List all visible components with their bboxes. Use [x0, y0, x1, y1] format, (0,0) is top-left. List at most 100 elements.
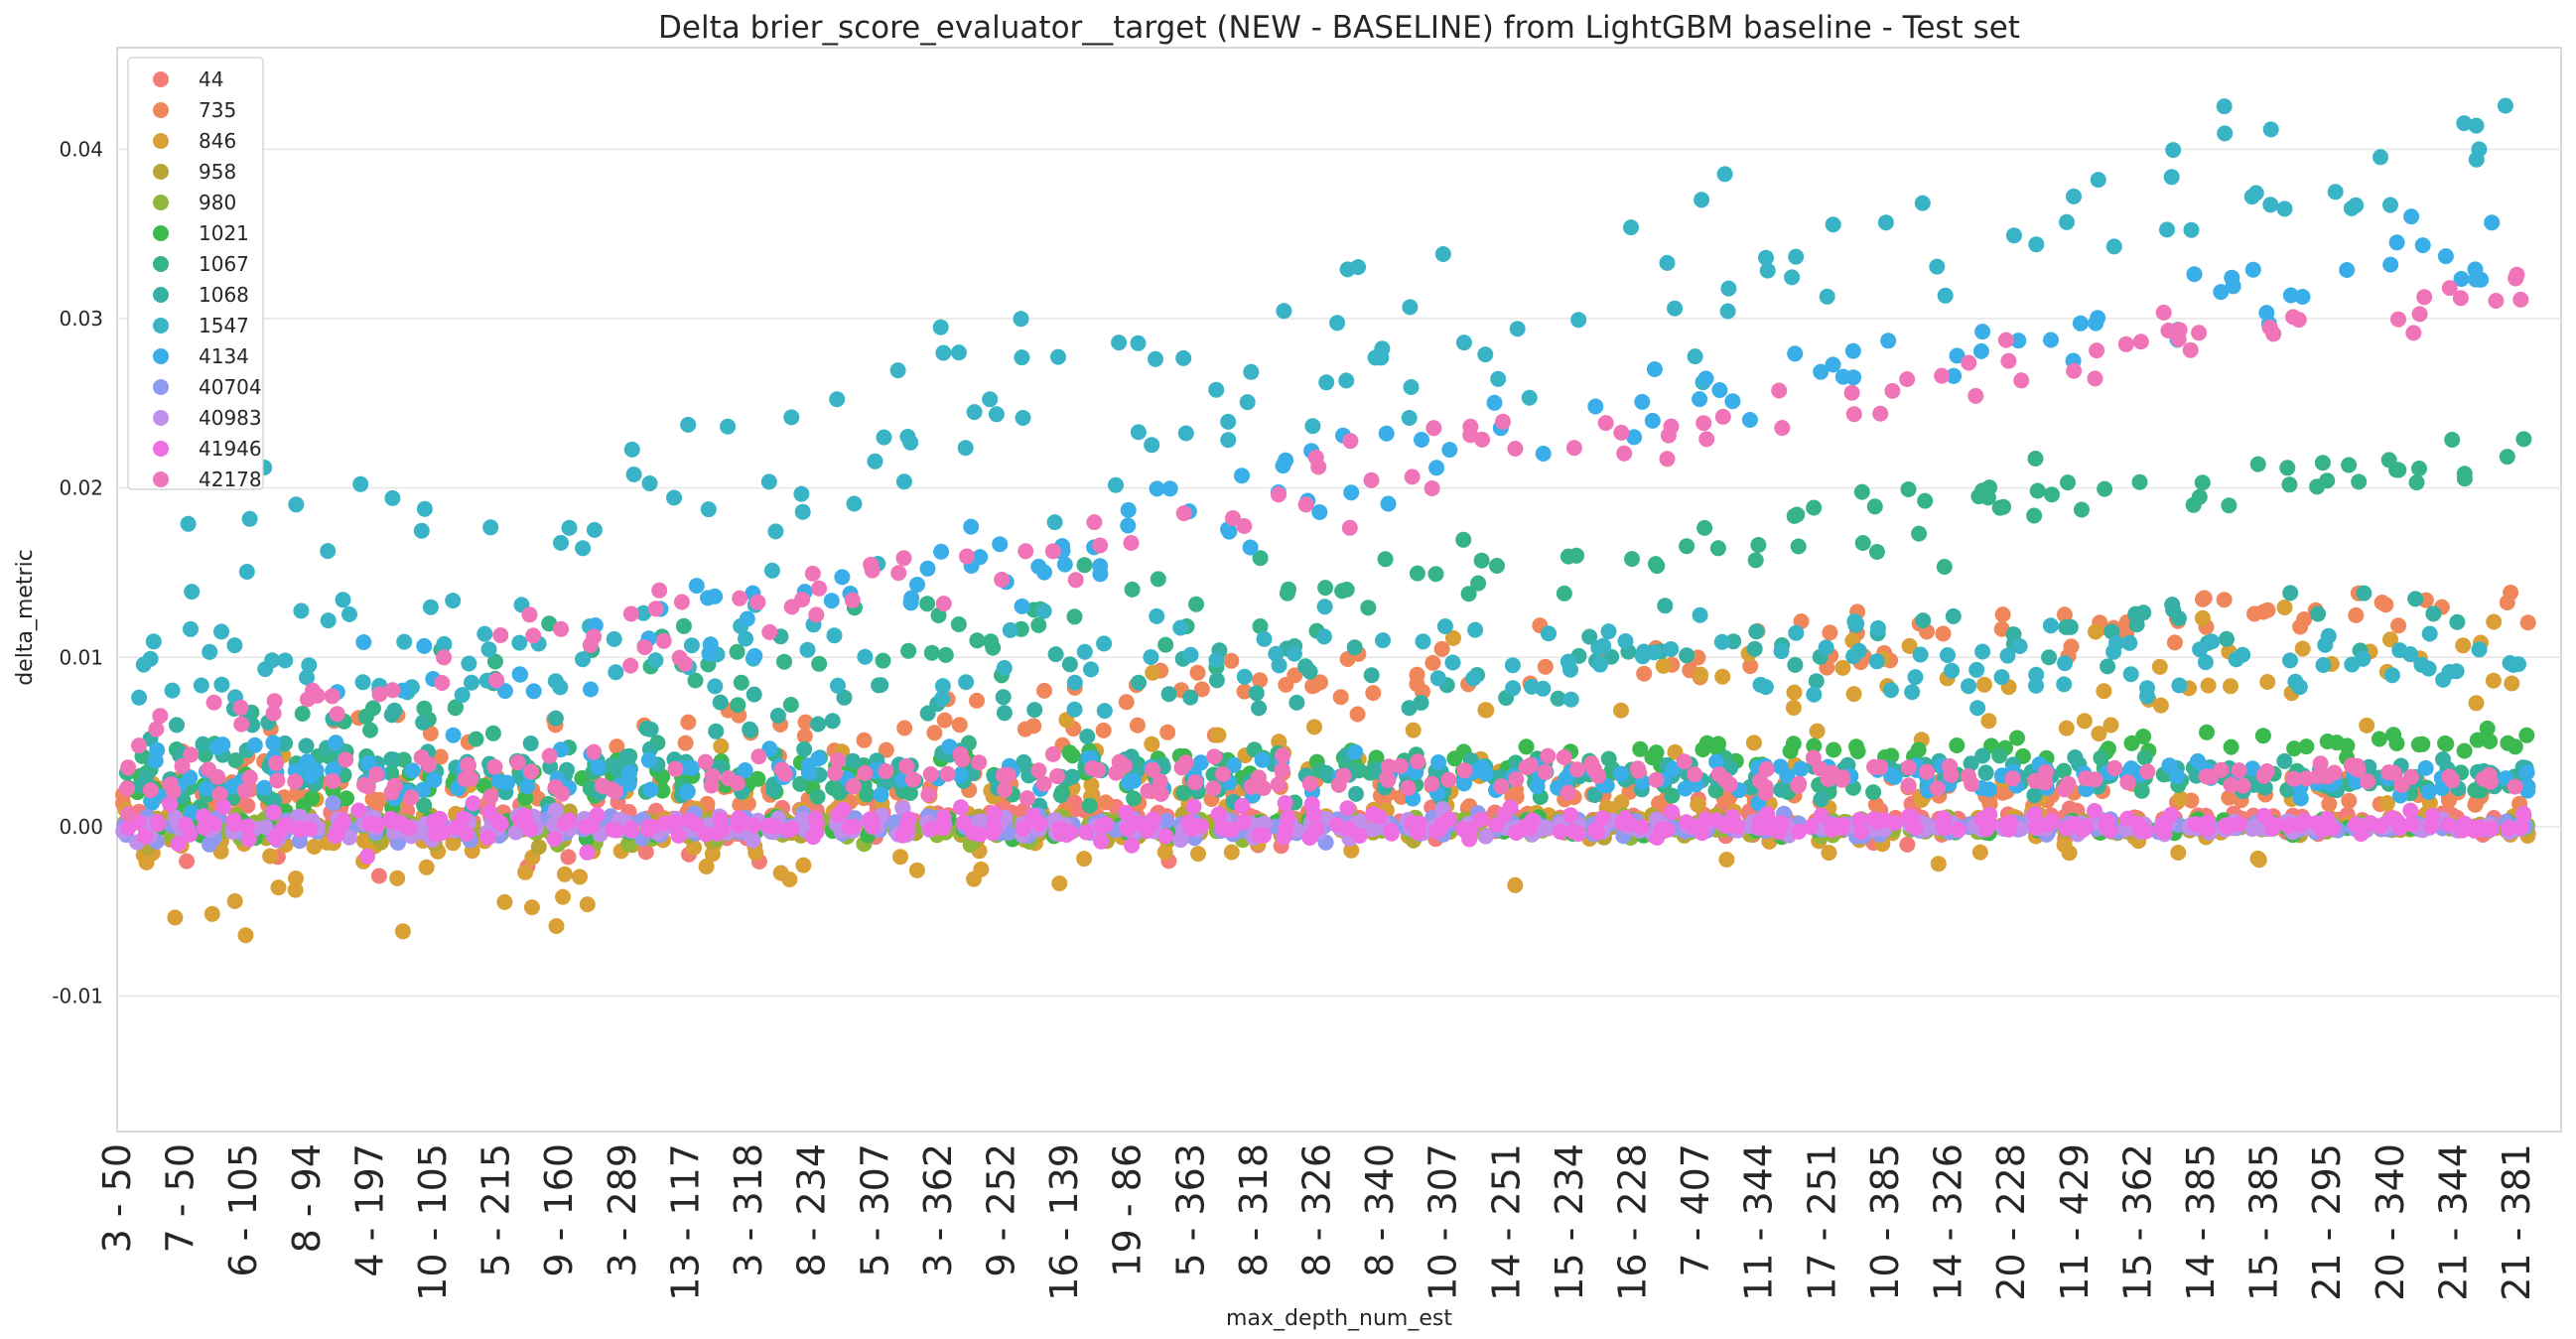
legend-label: 41946: [199, 437, 262, 461]
series-42178: [119, 266, 2529, 822]
data-point: [738, 630, 753, 647]
data-point: [1976, 676, 1992, 693]
data-point: [525, 627, 542, 644]
data-point: [1912, 646, 1929, 663]
data-point: [1304, 418, 1321, 435]
data-point: [2096, 683, 2112, 700]
data-point: [1429, 670, 1446, 687]
data-point: [2011, 638, 2028, 654]
y-tick-label: 0.00: [59, 815, 103, 839]
data-point: [547, 710, 564, 727]
data-point: [1630, 762, 1647, 779]
data-point: [1445, 629, 1461, 646]
data-point: [666, 489, 682, 506]
data-point: [1093, 818, 1110, 835]
data-point: [1130, 424, 1147, 441]
data-point: [1853, 483, 1870, 500]
data-point: [2503, 585, 2519, 601]
data-point: [1304, 678, 1321, 695]
data-point: [556, 866, 573, 882]
data-point: [1014, 349, 1030, 366]
data-point: [823, 593, 840, 609]
data-point: [2213, 761, 2230, 778]
data-point: [2136, 749, 2153, 766]
data-point: [548, 918, 565, 934]
data-point: [1371, 808, 1388, 825]
data-point: [2382, 197, 2398, 213]
data-point: [1634, 393, 1651, 410]
data-point: [1663, 641, 1680, 657]
data-point: [2191, 325, 2208, 341]
data-point: [889, 362, 906, 379]
data-point: [1143, 817, 1159, 834]
data-point: [257, 661, 274, 678]
data-point: [1441, 811, 1458, 828]
data-point: [384, 682, 401, 699]
data-point: [448, 699, 464, 716]
data-point: [1143, 649, 1159, 665]
x-tick-label: 15 - 234: [1548, 1143, 1591, 1301]
data-point: [1339, 651, 1356, 667]
data-point: [2444, 432, 2461, 448]
data-point: [2410, 736, 2427, 753]
data-point: [1818, 639, 1834, 656]
data-point: [203, 905, 220, 922]
data-point: [1826, 741, 1842, 758]
x-tick-labels: 3 - 50 7 - 50 6 - 105 8 - 94 4 - 197 10 - 105…: [95, 1143, 2538, 1301]
data-point: [732, 796, 748, 813]
data-point: [2314, 822, 2331, 839]
data-point: [1208, 381, 1225, 398]
data-point: [730, 697, 746, 714]
data-point: [1350, 259, 1367, 276]
data-point: [523, 763, 539, 780]
data-point: [1381, 758, 1398, 775]
data-point: [213, 676, 230, 693]
data-point: [1552, 824, 1568, 840]
legend-label: 1021: [199, 221, 249, 245]
data-point: [746, 817, 762, 834]
data-point: [2060, 474, 2076, 491]
legend-marker: [153, 348, 169, 364]
data-point: [590, 759, 607, 776]
data-point: [1271, 657, 1288, 674]
data-point: [1187, 774, 1204, 791]
data-point: [2310, 768, 2326, 785]
data-point: [183, 746, 200, 763]
data-point: [2468, 117, 2485, 134]
data-point: [1118, 694, 1135, 711]
data-point: [2200, 677, 2217, 694]
data-point: [1875, 812, 1892, 829]
data-point: [985, 639, 1002, 656]
data-point: [1899, 371, 1916, 387]
data-point: [1788, 248, 1805, 265]
data-point: [1477, 765, 1494, 782]
data-point: [1497, 806, 1513, 823]
data-point: [422, 599, 439, 615]
y-tick-label: 0.04: [59, 137, 103, 161]
data-point: [265, 735, 282, 751]
data-point: [2005, 626, 2022, 643]
data-point: [773, 761, 790, 778]
data-point: [241, 769, 258, 786]
data-point: [1524, 678, 1540, 695]
data-point: [1159, 724, 1176, 740]
data-point: [511, 634, 528, 651]
data-point: [208, 738, 225, 755]
data-point: [1692, 606, 1708, 623]
data-point: [1061, 656, 1078, 673]
data-point: [1771, 382, 1788, 399]
data-point: [1999, 647, 2016, 664]
data-point: [1318, 764, 1335, 781]
data-point: [2063, 638, 2080, 655]
data-point: [2216, 98, 2233, 115]
data-point: [239, 797, 256, 814]
data-point: [413, 749, 430, 765]
data-point: [2013, 372, 2030, 389]
data-point: [2292, 790, 2309, 807]
data-point: [1190, 846, 1206, 863]
data-point: [1208, 672, 1225, 689]
data-point: [1465, 670, 1482, 687]
data-point: [2026, 787, 2043, 804]
data-point: [1591, 656, 1608, 673]
data-point: [1813, 807, 1830, 824]
